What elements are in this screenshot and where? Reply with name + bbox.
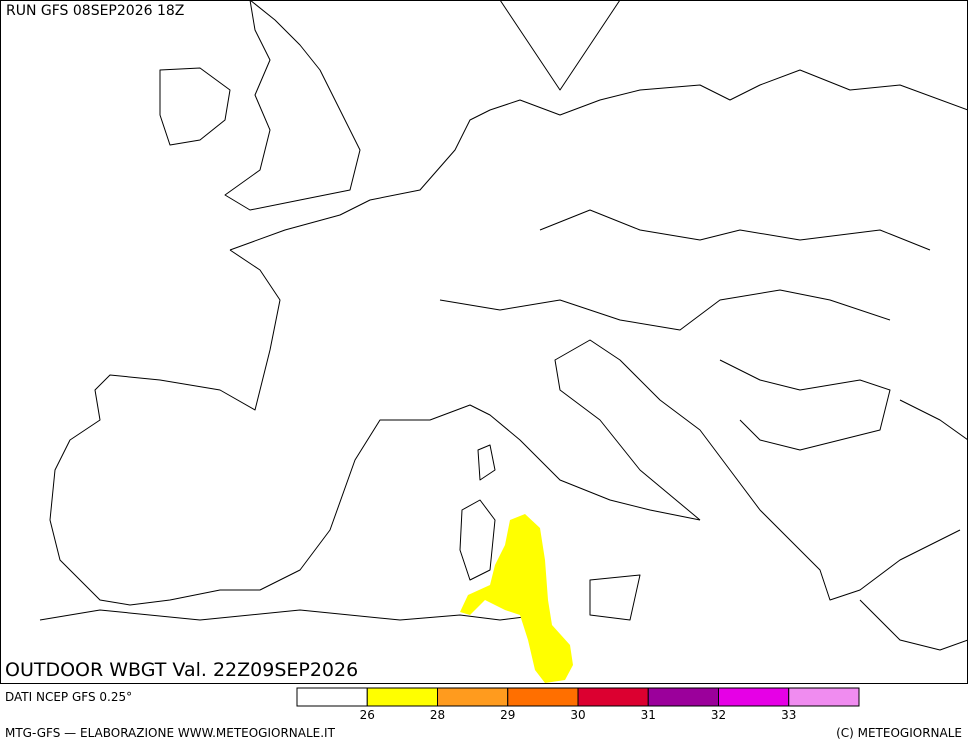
legend: 26 28 29 30 31 32 33 — [297, 688, 859, 722]
legend-swatch — [438, 688, 508, 706]
legend-tick-label: 33 — [781, 708, 796, 722]
legend-swatch — [648, 688, 718, 706]
map: RUN GFS 08SEP2026 18Z OUTDOOR WBGT Val. … — [1, 0, 968, 684]
legend-swatch — [508, 688, 578, 706]
legend-tick-label: 32 — [711, 708, 726, 722]
footer-right: (C) METEOGIORNALE — [836, 726, 962, 740]
legend-tick-label: 28 — [430, 708, 445, 722]
footer-left: MTG-GFS — ELABORAZIONE WWW.METEOGIORNALE… — [5, 726, 336, 740]
legend-tick-label: 31 — [641, 708, 656, 722]
legend-tick-label: 26 — [360, 708, 375, 722]
source-label: DATI NCEP GFS 0.25° — [5, 690, 132, 704]
legend-tick-label: 30 — [570, 708, 585, 722]
legend-swatch — [297, 688, 367, 706]
map-frame — [1, 1, 968, 684]
legend-swatch — [367, 688, 437, 706]
legend-tick-label: 29 — [500, 708, 515, 722]
legend-swatch — [719, 688, 789, 706]
legend-swatch — [578, 688, 648, 706]
map-title: OUTDOOR WBGT Val. 22Z09SEP2026 — [5, 659, 358, 681]
legend-swatch — [789, 688, 859, 706]
run-label: RUN GFS 08SEP2026 18Z — [6, 3, 184, 19]
